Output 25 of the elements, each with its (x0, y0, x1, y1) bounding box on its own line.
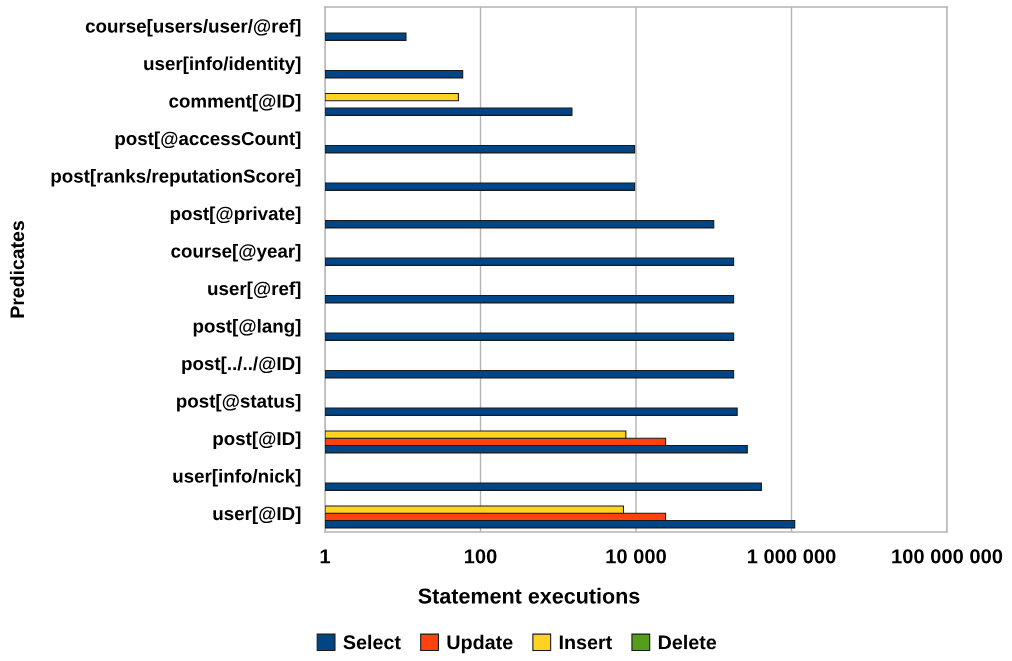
y-tick-label: comment[@ID] (169, 93, 301, 112)
y-tick-label: user[@ID] (213, 506, 301, 524)
x-tick-label: 1 000 000 (747, 549, 836, 564)
x-tick-label: 100 000 000 (892, 549, 1003, 564)
y-tick-label: course[@year] (171, 243, 301, 262)
y-tick-label: course[users/user/@ref] (85, 18, 301, 37)
y-axis-title: Predicates (9, 221, 25, 318)
x-axis-title: Statement executions (418, 587, 640, 604)
x-tick-label: 100 (464, 549, 497, 564)
y-tick-label: post[@lang] (193, 318, 301, 337)
legend-label: Update (447, 634, 513, 654)
x-tick-label: 10 000 (606, 549, 666, 564)
y-tick-label: post[../../@ID] (182, 356, 301, 374)
legend-label: Select (343, 634, 401, 650)
y-tick-label: user[@ref] (208, 281, 301, 299)
y-tick-label: user[info/identity] (144, 56, 301, 74)
y-tick-label: post[@ID] (213, 431, 301, 449)
y-tick-label: post[@private] (170, 206, 301, 224)
legend-label: Delete (658, 634, 717, 650)
y-tick-label: post[@status] (177, 393, 301, 412)
y-tick-label: post[ranks/reputationScore] (51, 168, 301, 187)
y-tick-label: post[@accessCount] (115, 131, 301, 149)
y-tick-label: user[info/nick] (173, 468, 301, 487)
x-tick-label: 1 (320, 549, 331, 564)
legend-label: Insert (559, 635, 612, 650)
